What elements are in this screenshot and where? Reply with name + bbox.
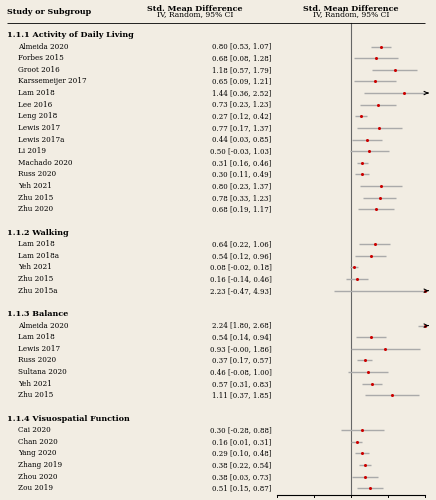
Text: 0.77 [0.17, 1.37]: 0.77 [0.17, 1.37] xyxy=(212,124,272,132)
Text: Yang 2020: Yang 2020 xyxy=(18,450,57,458)
Text: 0.51 [0.15, 0.87]: 0.51 [0.15, 0.87] xyxy=(212,484,272,492)
Text: Zhu 2015: Zhu 2015 xyxy=(18,392,54,400)
Text: Machado 2020: Machado 2020 xyxy=(18,159,73,167)
Text: Std. Mean Difference: Std. Mean Difference xyxy=(147,5,243,13)
Text: Almeida 2020: Almeida 2020 xyxy=(18,322,69,330)
Text: Yeh 2021: Yeh 2021 xyxy=(18,264,52,272)
Text: 0.73 [0.23, 1.23]: 0.73 [0.23, 1.23] xyxy=(212,100,272,108)
Text: 0.31 [0.16, 0.46]: 0.31 [0.16, 0.46] xyxy=(212,159,272,167)
Text: Chan 2020: Chan 2020 xyxy=(18,438,58,446)
Text: Zhu 2015a: Zhu 2015a xyxy=(18,286,58,294)
Text: Lam 2018a: Lam 2018a xyxy=(18,252,59,260)
Text: 0.57 [0.31, 0.83]: 0.57 [0.31, 0.83] xyxy=(212,380,272,388)
Text: 2.23 [-0.47, 4.93]: 2.23 [-0.47, 4.93] xyxy=(210,286,272,294)
Text: Cai 2020: Cai 2020 xyxy=(18,426,51,434)
Text: 0.50 [-0.03, 1.03]: 0.50 [-0.03, 1.03] xyxy=(210,147,272,155)
Text: 0.54 [0.14, 0.94]: 0.54 [0.14, 0.94] xyxy=(212,333,272,341)
Text: 0.44 [0.03, 0.85]: 0.44 [0.03, 0.85] xyxy=(212,136,272,143)
Text: 0.30 [-0.28, 0.88]: 0.30 [-0.28, 0.88] xyxy=(210,426,272,434)
Text: Zhou 2020: Zhou 2020 xyxy=(18,472,58,480)
Text: 0.16 [0.01, 0.31]: 0.16 [0.01, 0.31] xyxy=(212,438,272,446)
Text: IV, Random, 95% CI: IV, Random, 95% CI xyxy=(313,10,389,18)
Text: 1.11 [0.37, 1.85]: 1.11 [0.37, 1.85] xyxy=(212,392,272,400)
Text: Groot 2016: Groot 2016 xyxy=(18,66,60,74)
Text: Zhang 2019: Zhang 2019 xyxy=(18,461,63,469)
Text: Yeh 2021: Yeh 2021 xyxy=(18,182,52,190)
Text: Zhu 2015: Zhu 2015 xyxy=(18,275,54,283)
Text: Zhu 2015: Zhu 2015 xyxy=(18,194,54,202)
Text: 0.30 [0.11, 0.49]: 0.30 [0.11, 0.49] xyxy=(212,170,272,178)
Text: Leng 2018: Leng 2018 xyxy=(18,112,58,120)
Text: 0.27 [0.12, 0.42]: 0.27 [0.12, 0.42] xyxy=(212,112,272,120)
Text: 0.29 [0.10, 0.48]: 0.29 [0.10, 0.48] xyxy=(212,450,272,458)
Text: 0.38 [0.22, 0.54]: 0.38 [0.22, 0.54] xyxy=(212,461,272,469)
Text: Study or Subgroup: Study or Subgroup xyxy=(7,8,92,16)
Text: 0.46 [-0.08, 1.00]: 0.46 [-0.08, 1.00] xyxy=(210,368,272,376)
Text: 1.1.3 Balance: 1.1.3 Balance xyxy=(7,310,68,318)
Text: 1.1.1 Activity of Daily Living: 1.1.1 Activity of Daily Living xyxy=(7,31,134,39)
Text: 0.80 [0.53, 1.07]: 0.80 [0.53, 1.07] xyxy=(212,42,272,50)
Text: Forbes 2015: Forbes 2015 xyxy=(18,54,64,62)
Text: Lam 2018: Lam 2018 xyxy=(18,333,55,341)
Text: 0.08 [-0.02, 0.18]: 0.08 [-0.02, 0.18] xyxy=(210,264,272,272)
Text: 0.65 [0.09, 1.21]: 0.65 [0.09, 1.21] xyxy=(212,78,272,86)
Text: 1.44 [0.36, 2.52]: 1.44 [0.36, 2.52] xyxy=(212,89,272,97)
Text: 0.68 [0.19, 1.17]: 0.68 [0.19, 1.17] xyxy=(212,206,272,214)
Text: 0.37 [0.17, 0.57]: 0.37 [0.17, 0.57] xyxy=(212,356,272,364)
Text: 0.64 [0.22, 1.06]: 0.64 [0.22, 1.06] xyxy=(212,240,272,248)
Text: 0.93 [-0.00, 1.86]: 0.93 [-0.00, 1.86] xyxy=(210,345,272,353)
Text: Std. Mean Difference: Std. Mean Difference xyxy=(303,5,399,13)
Text: IV, Random, 95% CI: IV, Random, 95% CI xyxy=(157,10,233,18)
Text: Lewis 2017a: Lewis 2017a xyxy=(18,136,65,143)
Text: Zou 2019: Zou 2019 xyxy=(18,484,54,492)
Text: 1.1.2 Walking: 1.1.2 Walking xyxy=(7,228,69,236)
Text: 2.24 [1.80, 2.68]: 2.24 [1.80, 2.68] xyxy=(212,322,272,330)
Text: Lee 2016: Lee 2016 xyxy=(18,100,53,108)
Text: Russ 2020: Russ 2020 xyxy=(18,356,57,364)
Text: Almeida 2020: Almeida 2020 xyxy=(18,42,69,50)
Text: Russ 2020: Russ 2020 xyxy=(18,170,57,178)
Text: 0.78 [0.33, 1.23]: 0.78 [0.33, 1.23] xyxy=(212,194,272,202)
Text: Lam 2018: Lam 2018 xyxy=(18,240,55,248)
Text: 0.16 [-0.14, 0.46]: 0.16 [-0.14, 0.46] xyxy=(210,275,272,283)
Text: Lam 2018: Lam 2018 xyxy=(18,89,55,97)
Text: Lewis 2017: Lewis 2017 xyxy=(18,345,61,353)
Text: Zhu 2020: Zhu 2020 xyxy=(18,206,54,214)
Text: Lewis 2017: Lewis 2017 xyxy=(18,124,61,132)
Text: 0.54 [0.12, 0.96]: 0.54 [0.12, 0.96] xyxy=(212,252,272,260)
Text: Karssemeijer 2017: Karssemeijer 2017 xyxy=(18,78,87,86)
Text: Yeh 2021: Yeh 2021 xyxy=(18,380,52,388)
Text: Sultana 2020: Sultana 2020 xyxy=(18,368,67,376)
Text: 0.68 [0.08, 1.28]: 0.68 [0.08, 1.28] xyxy=(212,54,272,62)
Text: 1.1.4 Visuospatial Function: 1.1.4 Visuospatial Function xyxy=(7,414,130,422)
Text: 0.38 [0.03, 0.73]: 0.38 [0.03, 0.73] xyxy=(212,472,272,480)
Text: 1.18 [0.57, 1.79]: 1.18 [0.57, 1.79] xyxy=(212,66,272,74)
Text: 0.80 [0.23, 1.37]: 0.80 [0.23, 1.37] xyxy=(212,182,272,190)
Text: Li 2019: Li 2019 xyxy=(18,147,47,155)
